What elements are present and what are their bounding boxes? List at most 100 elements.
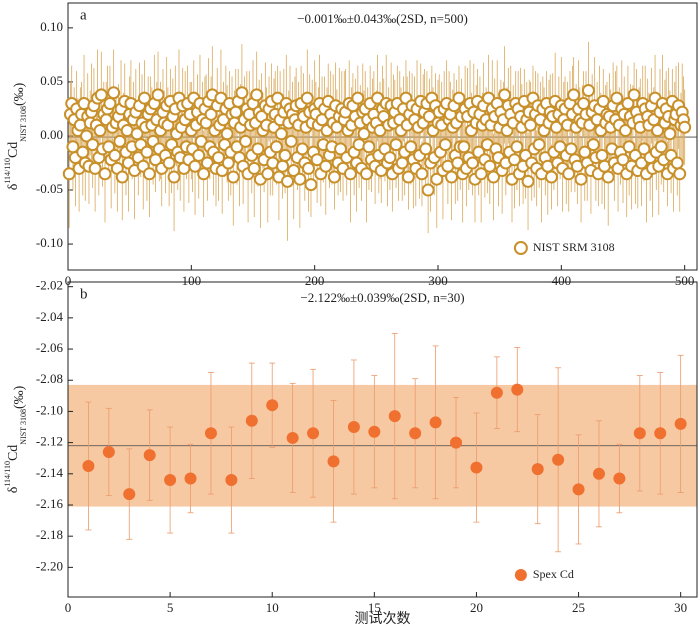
point bbox=[300, 91, 314, 105]
x-tick-label: 25 bbox=[572, 600, 585, 615]
y-axis-label-part: (‰) bbox=[12, 385, 27, 409]
point bbox=[586, 138, 600, 152]
point bbox=[564, 142, 578, 156]
y-axis-label-part: δ bbox=[6, 183, 21, 190]
point bbox=[82, 460, 95, 473]
point bbox=[220, 127, 234, 141]
point bbox=[80, 129, 93, 143]
point bbox=[221, 156, 235, 170]
point bbox=[450, 436, 463, 449]
x-tick-label: 200 bbox=[305, 273, 325, 288]
legend-marker bbox=[514, 569, 527, 581]
point bbox=[419, 142, 433, 156]
point bbox=[395, 156, 409, 170]
point bbox=[511, 383, 524, 396]
point bbox=[452, 91, 466, 105]
point bbox=[368, 425, 381, 438]
y-tick-label: -2.20 bbox=[36, 558, 63, 573]
point bbox=[307, 427, 320, 440]
y-axis-label-part: NIST 3108 bbox=[19, 106, 28, 142]
point bbox=[616, 153, 630, 167]
point bbox=[574, 172, 588, 186]
point bbox=[521, 174, 535, 188]
y-tick-label: -2.12 bbox=[36, 434, 63, 449]
point bbox=[357, 127, 371, 141]
point bbox=[670, 156, 684, 170]
plot-frame bbox=[67, 281, 698, 598]
y-axis-label-part: 114/110 bbox=[3, 461, 12, 487]
panel-label: b bbox=[80, 286, 88, 302]
point bbox=[140, 145, 154, 159]
point bbox=[663, 127, 677, 141]
point bbox=[239, 134, 253, 148]
point bbox=[421, 183, 435, 197]
point bbox=[123, 488, 136, 501]
point bbox=[143, 449, 156, 462]
point bbox=[613, 472, 626, 485]
x-axis-label: 测试次数 bbox=[355, 611, 411, 627]
point bbox=[567, 88, 581, 102]
point bbox=[383, 151, 397, 165]
point bbox=[445, 170, 459, 184]
point bbox=[107, 86, 121, 100]
y-tick-label: -2.08 bbox=[36, 371, 63, 386]
point bbox=[510, 140, 524, 154]
point bbox=[470, 461, 483, 474]
point bbox=[651, 124, 665, 138]
point bbox=[572, 483, 585, 496]
point bbox=[62, 167, 76, 181]
point bbox=[524, 118, 537, 132]
point bbox=[627, 88, 641, 102]
point bbox=[274, 127, 288, 141]
point bbox=[162, 156, 176, 170]
point bbox=[137, 91, 151, 105]
point bbox=[532, 138, 546, 152]
point bbox=[113, 134, 127, 148]
point bbox=[293, 172, 307, 186]
x-tick-label: 100 bbox=[182, 273, 202, 288]
y-tick-label: -2.18 bbox=[36, 527, 63, 542]
y-tick-label: -2.02 bbox=[36, 278, 63, 293]
point bbox=[552, 453, 565, 466]
point bbox=[389, 138, 403, 152]
point bbox=[115, 170, 129, 184]
point bbox=[247, 161, 261, 175]
point bbox=[490, 386, 503, 399]
point bbox=[678, 120, 692, 134]
x-tick-label: 10 bbox=[266, 600, 279, 615]
y-axis-label-part: (‰) bbox=[12, 82, 27, 106]
point bbox=[409, 427, 422, 440]
legend-label: NIST SRM 3108 bbox=[533, 240, 615, 254]
point bbox=[457, 140, 471, 154]
point bbox=[281, 174, 295, 188]
x-tick-label: 500 bbox=[675, 273, 695, 288]
annotation: −2.122‰±0.039‰(2SD, n=30) bbox=[300, 290, 464, 305]
y-axis-label-part: NIST 3108 bbox=[19, 409, 28, 445]
point bbox=[347, 421, 360, 434]
point bbox=[269, 140, 283, 154]
x-tick-label: 5 bbox=[167, 600, 174, 615]
point bbox=[76, 145, 90, 159]
x-tick-label: 0 bbox=[65, 273, 72, 288]
point bbox=[197, 167, 211, 181]
point bbox=[415, 167, 429, 181]
point bbox=[319, 159, 333, 173]
legend-label: Spex Cd bbox=[533, 567, 574, 581]
point bbox=[204, 107, 218, 121]
point bbox=[266, 399, 279, 412]
annotation: −0.001‰±0.043‰(2SD, n=500) bbox=[297, 11, 468, 26]
y-axis-label-part: 114/110 bbox=[3, 158, 12, 184]
point bbox=[251, 142, 265, 156]
point bbox=[250, 88, 264, 102]
point bbox=[466, 156, 480, 170]
x-tick-label: 30 bbox=[674, 600, 687, 615]
point bbox=[362, 140, 376, 154]
plot-frame bbox=[67, 2, 698, 271]
point bbox=[164, 474, 177, 487]
point bbox=[474, 167, 488, 181]
point bbox=[93, 124, 107, 138]
legend-marker bbox=[513, 241, 528, 255]
point bbox=[674, 417, 687, 430]
point bbox=[102, 140, 116, 154]
